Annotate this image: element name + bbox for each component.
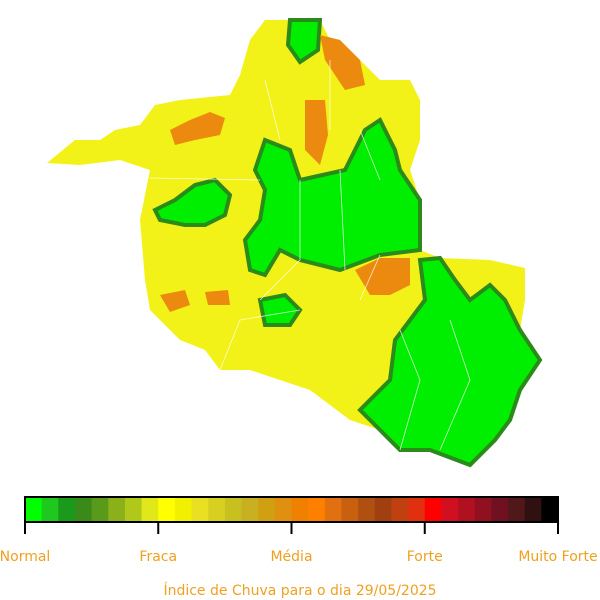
colorbar-swatch bbox=[374, 497, 392, 522]
colorbar-swatch bbox=[158, 497, 176, 522]
region-orange bbox=[355, 258, 410, 295]
colorbar-swatch bbox=[274, 497, 292, 522]
colorbar-swatch bbox=[424, 497, 442, 522]
colorbar-swatch bbox=[174, 497, 193, 522]
colorbar-swatch bbox=[441, 497, 459, 522]
colorbar-swatch bbox=[58, 497, 76, 522]
colorbar-swatch bbox=[74, 497, 93, 522]
colorbar-swatch bbox=[291, 497, 309, 522]
region-green bbox=[152, 177, 233, 227]
colorbar-swatch bbox=[458, 497, 476, 522]
colorbar-swatch bbox=[524, 497, 542, 522]
colorbar-swatch bbox=[208, 497, 226, 522]
region-green bbox=[357, 255, 543, 468]
colorbar-swatch bbox=[341, 497, 359, 522]
colorbar-swatch bbox=[324, 497, 342, 522]
colorbar-swatch bbox=[25, 497, 43, 522]
colorbar-swatch bbox=[241, 497, 259, 522]
colorbar-swatch bbox=[391, 497, 409, 522]
caption: Índice de Chuva para o dia 29/05/2025 bbox=[163, 582, 436, 599]
colorbar-swatch bbox=[41, 497, 59, 522]
region-green bbox=[257, 292, 303, 327]
colorbar-swatch bbox=[358, 497, 376, 522]
colorbar-swatch bbox=[91, 497, 109, 522]
colorbar-swatch bbox=[108, 497, 126, 522]
colorbar-label: Muito Forte bbox=[518, 549, 597, 565]
region-orange bbox=[305, 100, 328, 165]
colorbar-label: Forte bbox=[407, 549, 443, 565]
colorbar-swatch bbox=[124, 497, 143, 522]
colorbar-swatch bbox=[541, 497, 559, 522]
colorbar-swatch bbox=[258, 497, 276, 522]
state-map bbox=[47, 18, 543, 468]
colorbar-swatch bbox=[474, 497, 492, 522]
colorbar-label: Média bbox=[270, 549, 312, 565]
region-orange bbox=[170, 112, 225, 145]
colorbar-label: Normal bbox=[0, 549, 50, 565]
colorbar: Normal Fraca Média Forte Muito Forte bbox=[0, 496, 598, 565]
colorbar-swatch bbox=[224, 497, 243, 522]
region-orange bbox=[160, 290, 190, 312]
colorbar-swatch bbox=[308, 497, 326, 522]
colorbar-label: Fraca bbox=[139, 549, 177, 565]
colorbar-swatch bbox=[508, 497, 526, 522]
region-orange bbox=[205, 290, 230, 305]
municipal-border bbox=[149, 60, 471, 451]
region-orange bbox=[320, 35, 365, 90]
region-green bbox=[285, 18, 323, 65]
colorbar-swatch bbox=[141, 497, 159, 522]
colorbar-swatch bbox=[491, 497, 509, 522]
colorbar-swatch bbox=[408, 497, 426, 522]
colorbar-swatch bbox=[191, 497, 209, 522]
